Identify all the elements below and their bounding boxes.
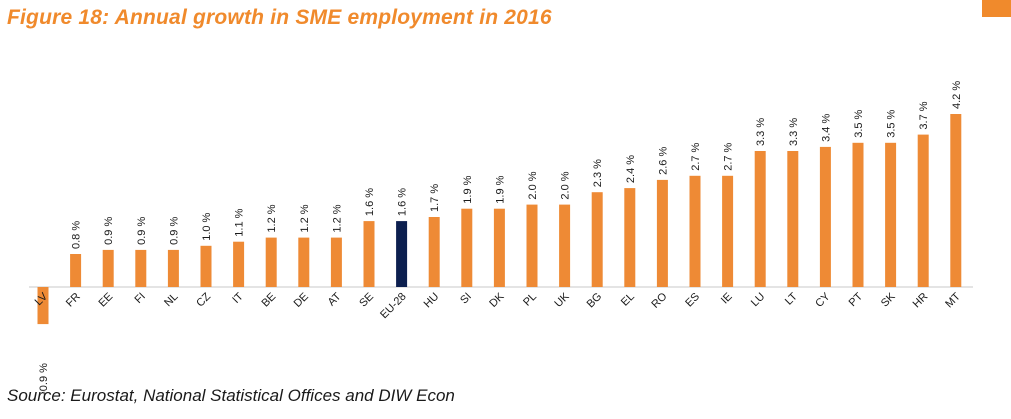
category-labels-group: LV FR EE FI NL CZ IT BE DE AT SE EU-28 HU SI DK PL UK BG E…	[33, 290, 963, 321]
value-label-sk: 3.5 %	[886, 109, 898, 137]
value-label-ro: 2.6 %	[657, 147, 669, 175]
bar-el	[624, 188, 636, 287]
bar-mt	[950, 114, 962, 287]
bar-ie	[722, 175, 734, 287]
category-label-mt: MT	[943, 290, 963, 310]
category-label-be: BE	[259, 291, 278, 310]
value-label-cz: 1.0 %	[201, 212, 213, 240]
category-label-el: EL	[619, 291, 637, 309]
chart-title: Figure 18: Annual growth in SME employme…	[7, 6, 552, 29]
bar-uk	[559, 204, 571, 287]
bar-fi	[135, 249, 147, 287]
bar-it	[233, 241, 245, 287]
category-label-se: SE	[357, 291, 376, 310]
category-label-lt: LT	[783, 290, 800, 307]
bar-fr	[70, 254, 82, 287]
brand-corner-block	[982, 0, 1011, 17]
bar-lv	[37, 287, 49, 325]
category-label-es: ES	[683, 291, 702, 310]
bar-lt	[787, 151, 799, 287]
category-label-hr: HR	[911, 291, 931, 311]
bar-dk	[493, 208, 505, 287]
value-label-pt: 3.5 %	[853, 109, 865, 137]
category-label-pl: PL	[521, 291, 539, 309]
value-label-eu-28: 1.6 %	[397, 188, 409, 216]
bar-bg	[591, 192, 603, 287]
bar-ee	[102, 249, 114, 287]
value-label-cy: 3.4 %	[820, 114, 832, 142]
category-label-pt: PT	[847, 290, 866, 309]
bar-cz	[200, 245, 212, 287]
category-label-bg: BG	[585, 291, 605, 311]
value-label-hr: 3.7 %	[918, 101, 930, 129]
category-label-fi: FI	[133, 291, 148, 306]
value-label-hu: 1.7 %	[429, 184, 441, 212]
bar-lu	[754, 151, 766, 287]
bar-sk	[885, 142, 897, 287]
category-label-cy: CY	[813, 290, 833, 310]
value-label-si: 1.9 %	[462, 175, 474, 203]
bar-es	[689, 175, 701, 287]
category-label-uk: UK	[552, 290, 572, 310]
bar-pl	[526, 204, 538, 287]
value-label-lu: 3.3 %	[755, 118, 767, 146]
bar-at	[330, 237, 342, 287]
bar-eu-28	[396, 221, 408, 287]
value-label-el: 2.4 %	[625, 155, 637, 183]
value-label-nl: 0.9 %	[168, 217, 180, 245]
value-label-dk: 1.9 %	[494, 175, 506, 203]
bar-cy	[819, 146, 831, 287]
value-label-lv: -0.9 %	[38, 363, 50, 395]
value-label-mt: 4.2 %	[951, 81, 963, 109]
value-label-bg: 2.3 %	[592, 159, 604, 187]
category-label-de: DE	[292, 291, 311, 310]
bar-nl	[167, 249, 179, 287]
value-label-ie: 2.7 %	[723, 142, 735, 170]
bar-labels-group: -0.9 % 0.8 % 0.9 % 0.9 % 0.9 % 1.0 % 1.1 % 1.2 …	[38, 81, 963, 395]
category-label-ee: EE	[96, 291, 115, 310]
value-label-ee: 0.9 %	[103, 217, 115, 245]
category-label-ro: RO	[649, 290, 669, 310]
value-label-es: 2.7 %	[690, 142, 702, 170]
value-label-de: 1.2 %	[299, 204, 311, 232]
value-label-lt: 3.3 %	[788, 118, 800, 146]
bars-group	[37, 114, 962, 325]
category-label-dk: DK	[487, 290, 507, 310]
value-label-at: 1.2 %	[331, 204, 343, 232]
value-label-be: 1.2 %	[266, 204, 278, 232]
category-label-hu: HU	[422, 291, 442, 311]
bar-de	[298, 237, 310, 287]
category-label-it: IT	[230, 290, 246, 306]
bar-si	[461, 208, 473, 287]
category-label-ie: IE	[719, 291, 735, 307]
category-label-eu-28: EU-28	[378, 291, 409, 322]
source-note: Source: Eurostat, National Statistical O…	[7, 386, 455, 405]
value-label-it: 1.1 %	[234, 208, 246, 236]
value-label-fr: 0.8 %	[71, 221, 83, 249]
value-label-se: 1.6 %	[364, 188, 376, 216]
category-label-nl: NL	[162, 291, 180, 309]
bar-hr	[917, 134, 929, 287]
value-label-uk: 2.0 %	[560, 171, 572, 199]
category-label-si: SI	[458, 291, 474, 307]
category-label-at: AT	[326, 290, 344, 308]
value-label-pl: 2.0 %	[527, 171, 539, 199]
bar-be	[265, 237, 277, 287]
category-label-fr: FR	[64, 291, 83, 310]
category-label-cz: CZ	[194, 290, 213, 309]
bar-ro	[656, 179, 668, 287]
bar-hu	[428, 217, 440, 287]
category-label-sk: SK	[879, 290, 898, 309]
value-label-fi: 0.9 %	[136, 217, 148, 245]
category-label-lu: LU	[749, 291, 767, 309]
bar-pt	[852, 142, 864, 287]
bar-se	[363, 221, 375, 287]
